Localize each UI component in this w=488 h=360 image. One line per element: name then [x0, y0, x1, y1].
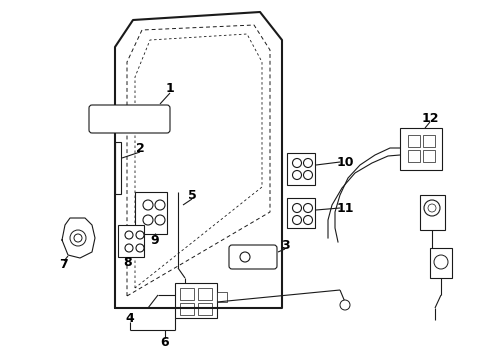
Bar [407, 135, 419, 147]
Text: 7: 7 [60, 258, 68, 271]
Circle shape [292, 171, 301, 180]
Text: 5: 5 [187, 189, 196, 202]
Circle shape [339, 300, 349, 310]
Circle shape [142, 200, 153, 210]
Text: 9: 9 [150, 234, 159, 247]
Circle shape [303, 158, 312, 167]
Circle shape [303, 171, 312, 180]
Text: 12: 12 [420, 112, 438, 125]
Bar [180, 303, 194, 315]
Circle shape [423, 200, 439, 216]
Bar [198, 288, 212, 300]
Bar [115, 142, 121, 194]
Bar [217, 292, 226, 302]
Circle shape [125, 231, 133, 239]
Text: 1: 1 [165, 81, 174, 95]
Text: 10: 10 [336, 156, 353, 168]
Circle shape [74, 234, 82, 242]
Text: 8: 8 [123, 256, 132, 269]
Circle shape [70, 230, 86, 246]
Text: 6: 6 [161, 336, 169, 348]
Text: 2: 2 [135, 141, 144, 154]
Bar [419, 195, 444, 230]
Circle shape [427, 204, 435, 212]
Bar [198, 303, 212, 315]
Text: 3: 3 [280, 239, 289, 252]
Bar [180, 288, 194, 300]
FancyBboxPatch shape [228, 245, 276, 269]
Polygon shape [62, 218, 95, 258]
Bar [175, 283, 217, 318]
Bar [422, 150, 434, 162]
FancyBboxPatch shape [89, 105, 170, 133]
Bar [407, 150, 419, 162]
Polygon shape [115, 12, 282, 308]
Circle shape [125, 244, 133, 252]
Circle shape [433, 255, 447, 269]
Bar [286, 198, 314, 228]
Bar [399, 128, 441, 170]
Circle shape [240, 252, 249, 262]
Circle shape [292, 216, 301, 225]
Circle shape [292, 203, 301, 212]
Bar [154, 114, 162, 124]
Bar [429, 248, 451, 278]
Bar [118, 225, 143, 257]
Text: 4: 4 [125, 311, 134, 324]
Text: 11: 11 [336, 202, 353, 215]
Circle shape [155, 200, 164, 210]
Circle shape [136, 231, 143, 239]
Circle shape [136, 244, 143, 252]
Circle shape [292, 158, 301, 167]
Bar [286, 153, 314, 185]
Bar [422, 135, 434, 147]
Circle shape [142, 215, 153, 225]
Circle shape [155, 215, 164, 225]
Circle shape [303, 203, 312, 212]
Bar [135, 192, 167, 234]
Circle shape [303, 216, 312, 225]
